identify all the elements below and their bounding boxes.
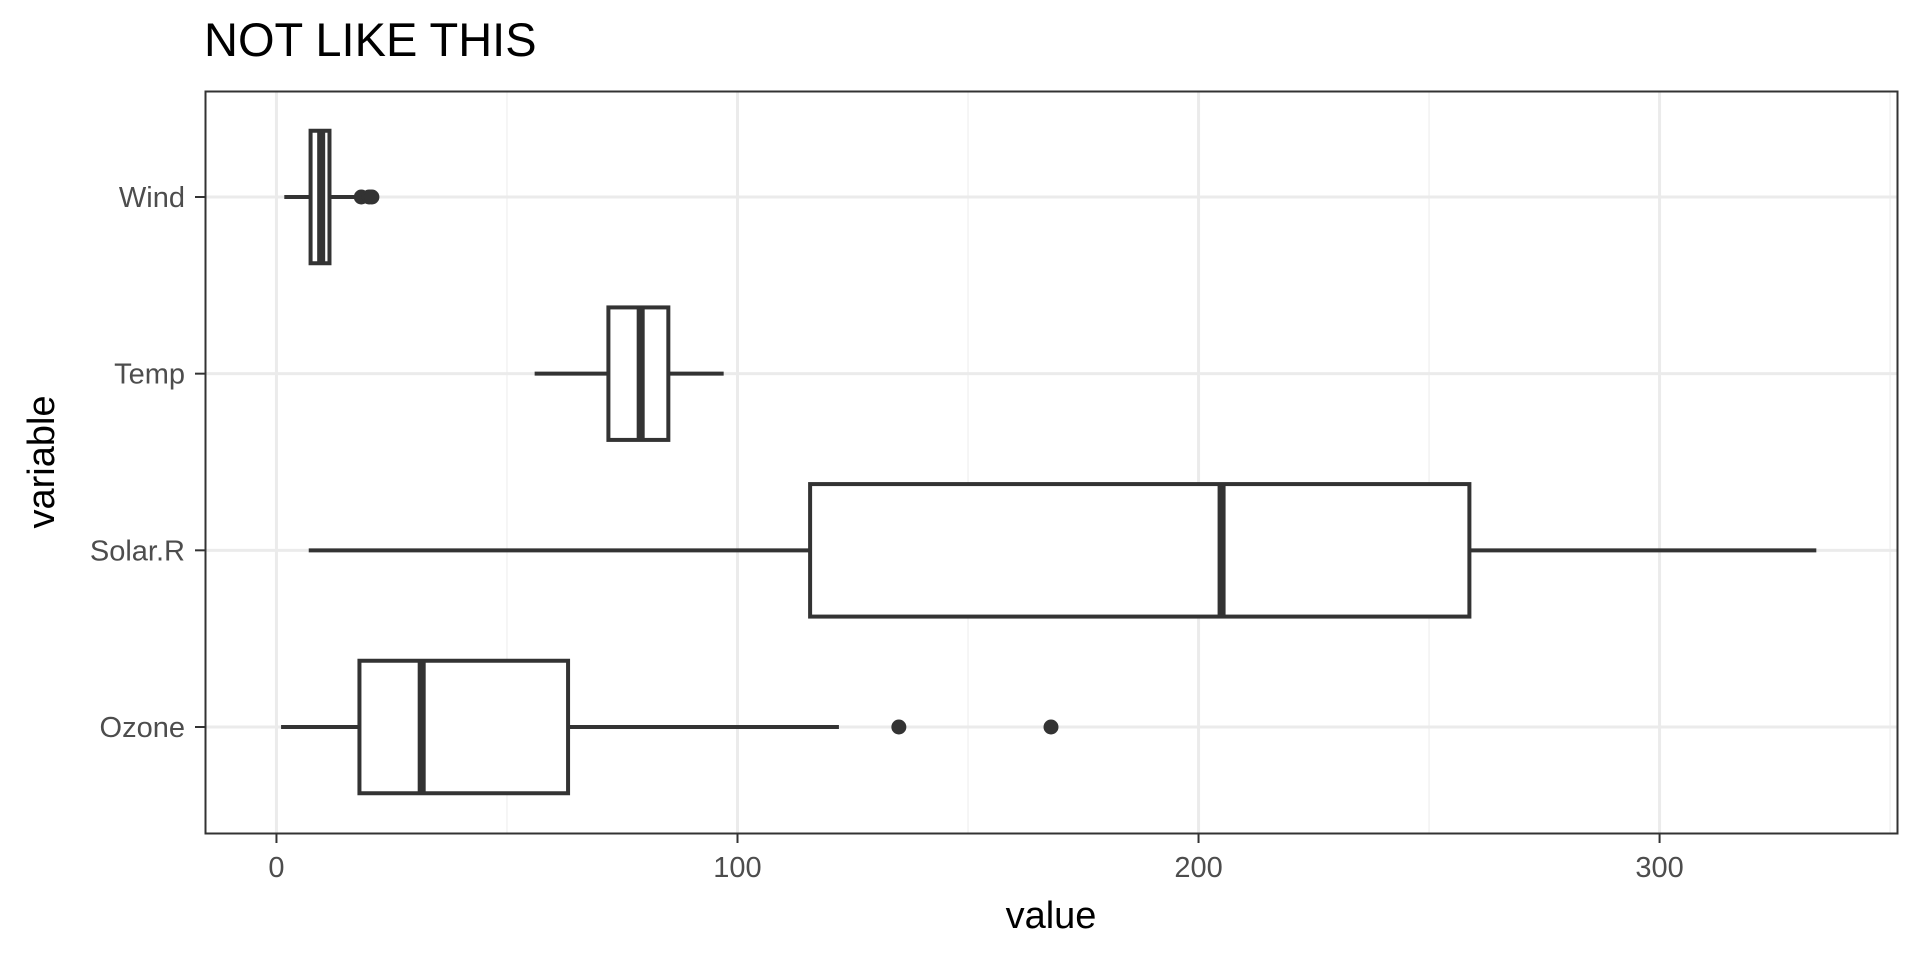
y-axis-title: variable bbox=[21, 395, 63, 528]
y-tick-label: Solar.R bbox=[90, 535, 185, 567]
box-layer bbox=[281, 128, 1817, 796]
y-tick-label: Ozone bbox=[100, 712, 185, 744]
box-wind bbox=[284, 128, 380, 266]
x-tick-label: 0 bbox=[268, 852, 284, 884]
x-tick-label: 300 bbox=[1635, 852, 1683, 884]
chart-title: NOT LIKE THIS bbox=[204, 13, 537, 66]
box-temp bbox=[534, 305, 724, 442]
box-iqr bbox=[357, 658, 571, 796]
outlier-point bbox=[891, 719, 907, 735]
box-iqr bbox=[808, 482, 1472, 619]
panel-border bbox=[204, 90, 1899, 835]
x-tick-label: 100 bbox=[713, 852, 761, 884]
y-tick-label: Temp bbox=[114, 359, 185, 391]
y-tick-label: Wind bbox=[119, 182, 185, 214]
x-tick-label: 200 bbox=[1174, 852, 1222, 884]
box-ozone bbox=[281, 658, 1059, 796]
box-solar-r bbox=[308, 482, 1817, 619]
outlier-point bbox=[364, 189, 380, 205]
axis-layer: 0 100 200 300 Ozone Solar.R Temp Wind bbox=[90, 182, 1684, 884]
outlier-point bbox=[1043, 719, 1059, 735]
x-axis-title: value bbox=[1006, 895, 1097, 937]
